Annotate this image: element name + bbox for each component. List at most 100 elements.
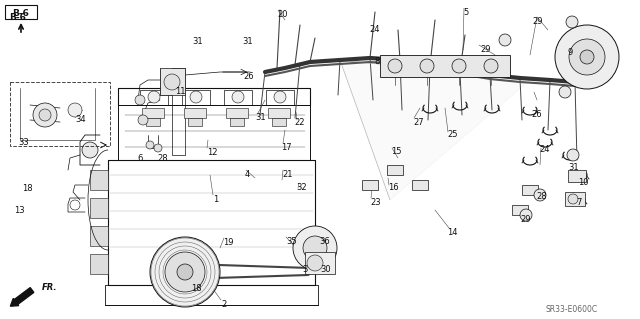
Bar <box>565 192 585 206</box>
Bar <box>568 170 586 182</box>
Text: 24: 24 <box>369 25 380 34</box>
Circle shape <box>177 264 193 280</box>
Text: 17: 17 <box>281 143 292 152</box>
Circle shape <box>190 91 202 103</box>
Bar <box>230 118 244 126</box>
Text: 3: 3 <box>302 265 307 274</box>
Text: 33: 33 <box>18 138 29 147</box>
Bar <box>272 118 286 126</box>
Text: 15: 15 <box>391 147 401 156</box>
Text: 28: 28 <box>157 154 168 163</box>
Circle shape <box>569 39 605 75</box>
Bar <box>10 82 110 146</box>
Text: 1: 1 <box>213 195 218 204</box>
Text: 11: 11 <box>175 87 186 96</box>
Circle shape <box>534 189 546 201</box>
Circle shape <box>146 141 154 149</box>
Bar <box>522 185 538 195</box>
Circle shape <box>232 91 244 103</box>
Circle shape <box>307 255 323 271</box>
Circle shape <box>164 74 180 90</box>
Text: 8: 8 <box>374 57 380 66</box>
Bar <box>188 118 202 126</box>
Circle shape <box>274 91 286 103</box>
Text: 12: 12 <box>207 148 218 157</box>
Text: 28: 28 <box>536 192 547 201</box>
Text: 19: 19 <box>223 238 234 247</box>
Circle shape <box>138 115 148 125</box>
Text: 29: 29 <box>480 45 490 54</box>
Circle shape <box>154 144 162 152</box>
Circle shape <box>568 194 578 204</box>
Text: B-6: B-6 <box>9 13 26 22</box>
Text: 29: 29 <box>532 17 543 26</box>
Bar <box>305 252 335 274</box>
Text: 31: 31 <box>192 37 203 46</box>
Bar <box>90 254 108 274</box>
Bar <box>184 108 206 118</box>
Text: 9: 9 <box>568 48 573 57</box>
Circle shape <box>555 25 619 89</box>
Text: 16: 16 <box>388 183 399 192</box>
Circle shape <box>580 50 594 64</box>
Bar <box>90 198 108 218</box>
Text: FR.: FR. <box>42 284 58 293</box>
Bar <box>512 205 528 215</box>
Text: 31: 31 <box>568 163 579 172</box>
Bar <box>412 180 428 190</box>
Text: 26: 26 <box>531 110 541 119</box>
Circle shape <box>567 149 579 161</box>
Text: 5: 5 <box>463 8 468 17</box>
Circle shape <box>388 59 402 73</box>
Text: 24: 24 <box>539 145 550 154</box>
Text: 35: 35 <box>286 237 296 246</box>
Text: SR33-E0600C: SR33-E0600C <box>546 305 598 314</box>
Text: 30: 30 <box>320 265 331 274</box>
Bar <box>387 165 403 175</box>
Bar <box>146 118 160 126</box>
Text: 14: 14 <box>447 228 458 237</box>
Text: 6: 6 <box>137 154 142 163</box>
Circle shape <box>135 95 145 105</box>
Text: 27: 27 <box>413 118 424 127</box>
Text: 26: 26 <box>243 72 253 81</box>
Text: 10: 10 <box>578 178 589 187</box>
Bar <box>226 108 248 118</box>
Circle shape <box>559 86 571 98</box>
Circle shape <box>499 34 511 46</box>
Circle shape <box>68 103 82 117</box>
Circle shape <box>148 91 160 103</box>
Circle shape <box>484 59 498 73</box>
Bar <box>90 226 108 246</box>
FancyArrow shape <box>10 288 34 306</box>
Bar <box>142 108 164 118</box>
Circle shape <box>452 59 466 73</box>
Circle shape <box>82 142 98 158</box>
Bar <box>5 5 37 19</box>
Text: 18: 18 <box>22 184 33 193</box>
Circle shape <box>520 209 532 221</box>
Text: 18: 18 <box>191 284 202 293</box>
Circle shape <box>293 226 337 270</box>
Text: 34: 34 <box>75 115 86 124</box>
Text: 31: 31 <box>255 113 266 122</box>
Circle shape <box>150 237 220 307</box>
Text: 36: 36 <box>319 237 330 246</box>
Text: 23: 23 <box>370 198 381 207</box>
Text: 22: 22 <box>294 118 305 127</box>
Circle shape <box>39 109 51 121</box>
Bar <box>268 108 290 118</box>
Circle shape <box>566 16 578 28</box>
Text: 20: 20 <box>277 10 287 19</box>
Bar <box>160 68 185 95</box>
Text: 2: 2 <box>221 300 227 309</box>
Text: 13: 13 <box>14 206 24 215</box>
Text: 4: 4 <box>245 170 250 179</box>
Text: B-6: B-6 <box>13 9 29 18</box>
Bar <box>362 180 378 190</box>
Text: 31: 31 <box>242 37 253 46</box>
Bar <box>380 55 510 77</box>
Bar <box>90 170 108 190</box>
Text: 29: 29 <box>520 215 531 224</box>
Text: 21: 21 <box>282 170 292 179</box>
